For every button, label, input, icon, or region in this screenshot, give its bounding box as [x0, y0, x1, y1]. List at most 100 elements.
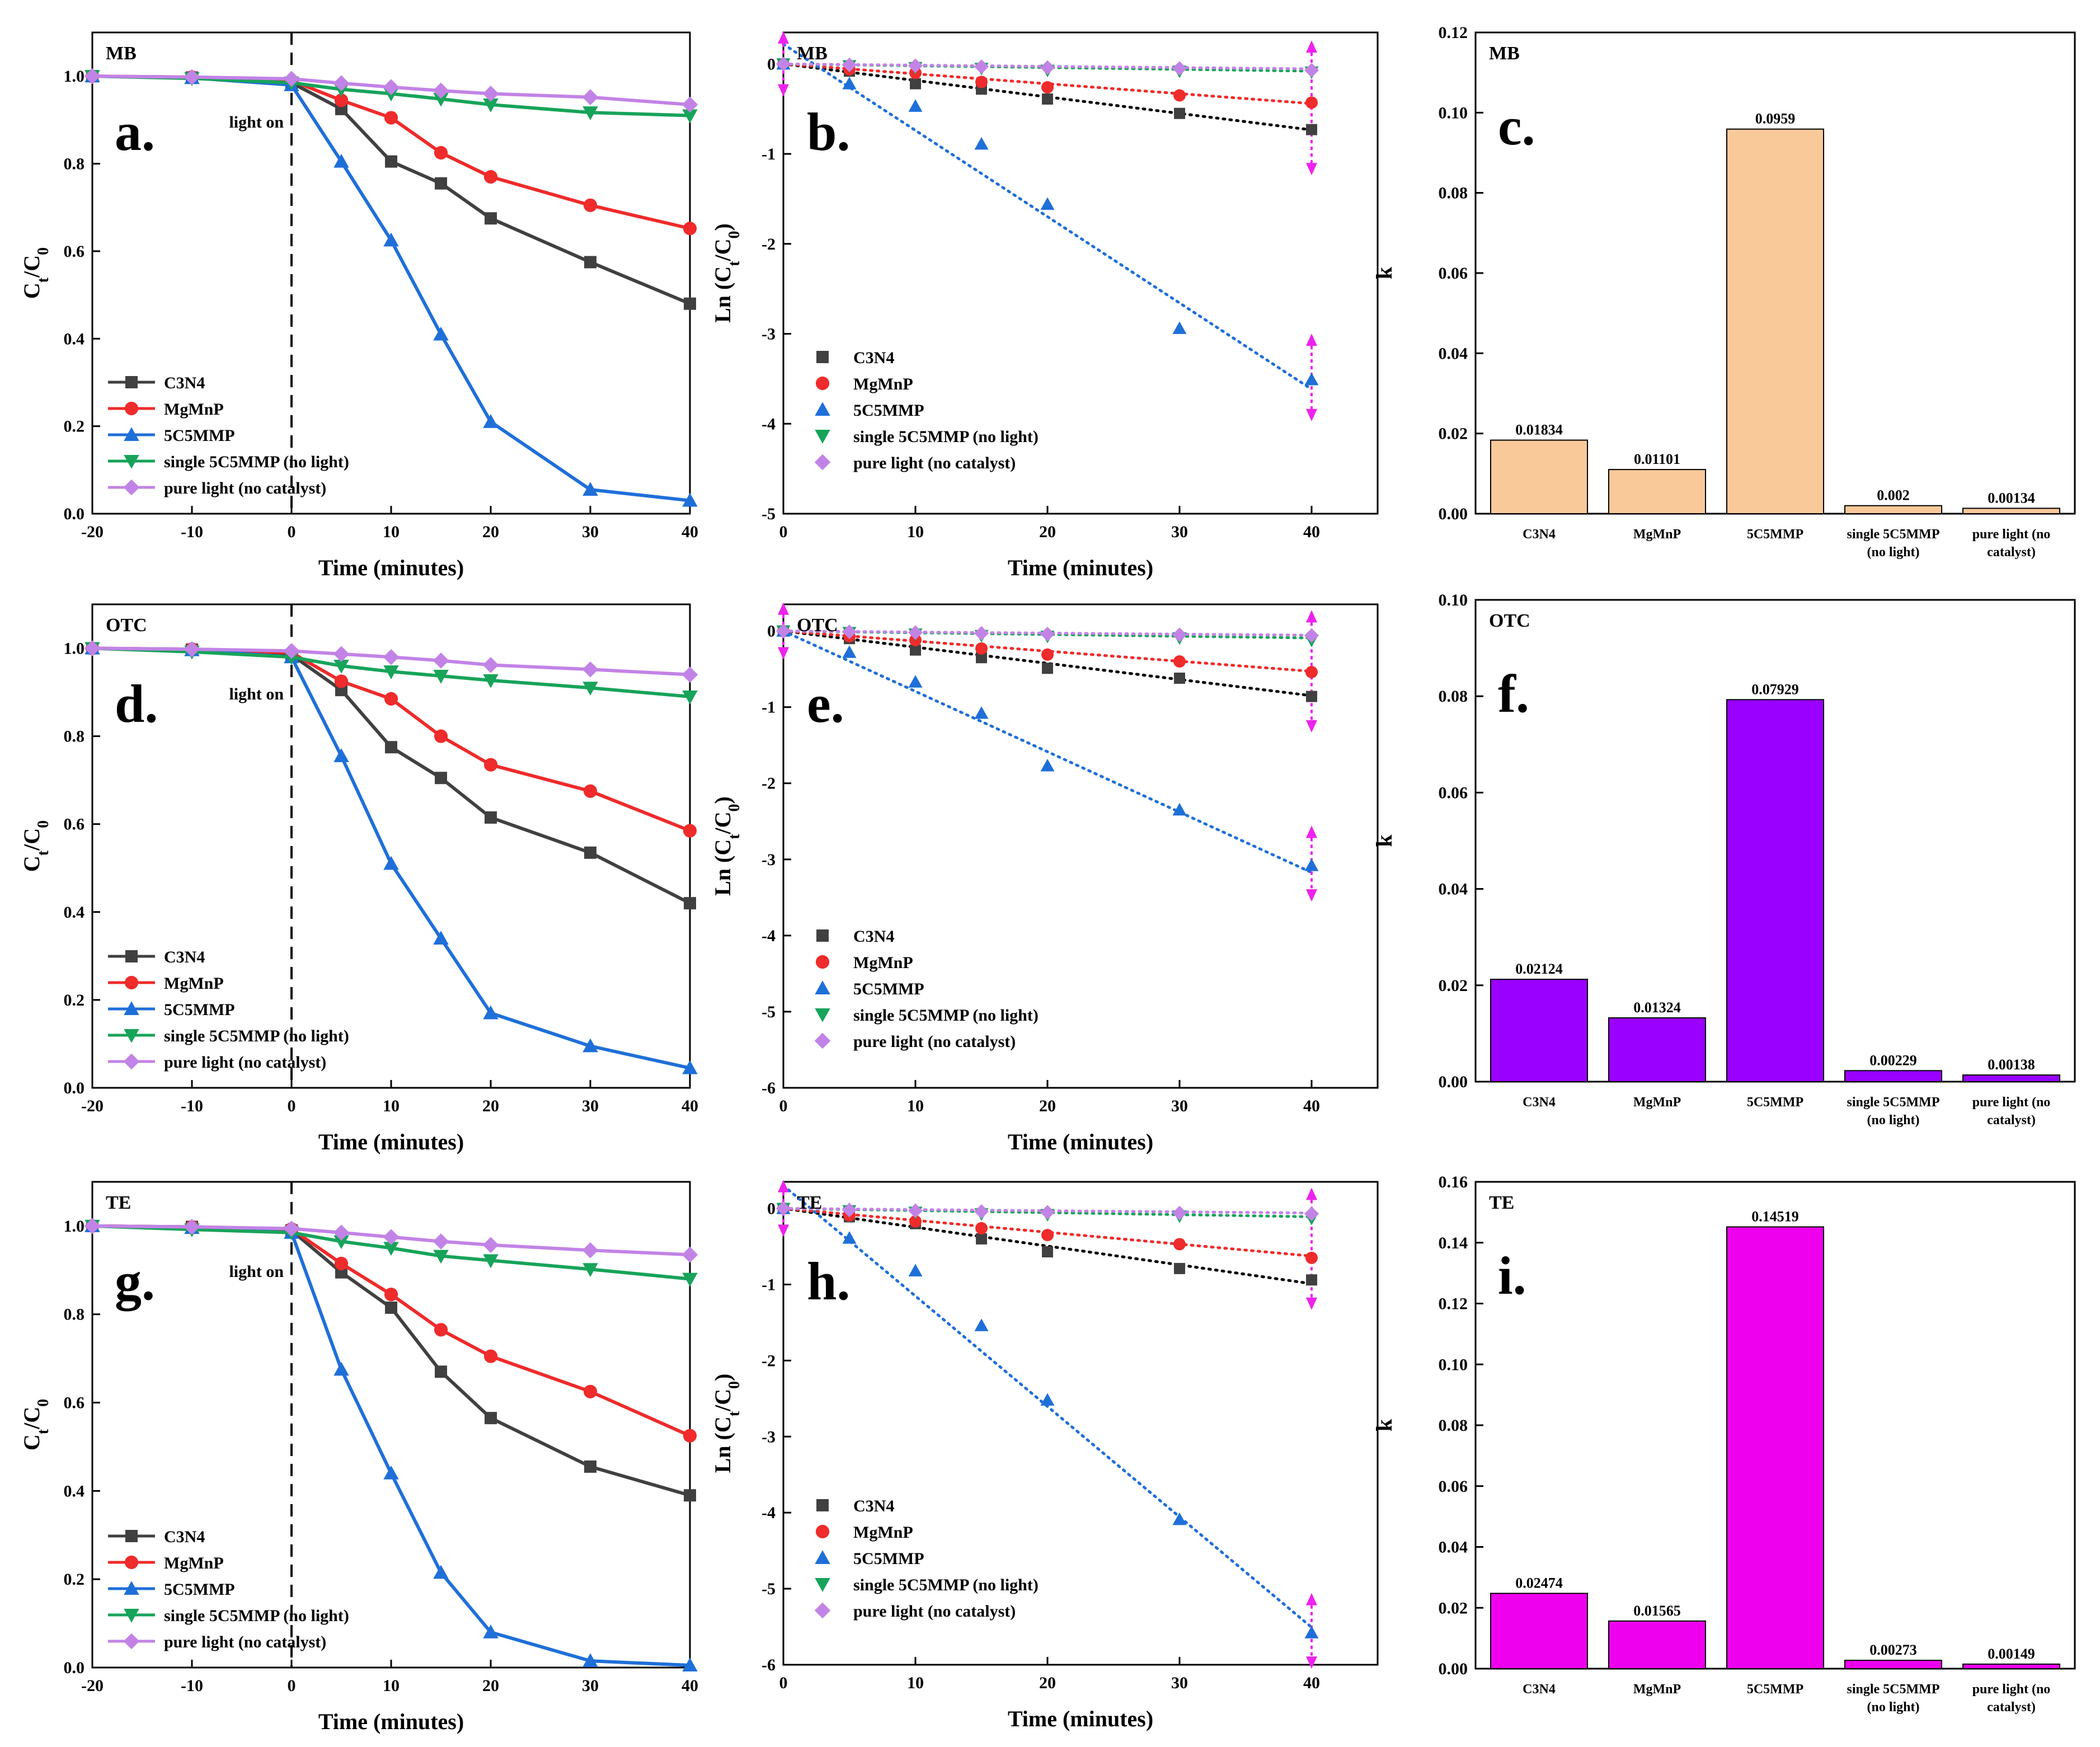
data-point: [482, 1237, 499, 1253]
legend-marker: [123, 1053, 140, 1070]
data-point: [684, 897, 696, 910]
x-tick-label: 0: [288, 1676, 296, 1695]
x-tick-label: 0: [288, 1097, 296, 1115]
legend-label: pure light (no catalyst): [853, 1602, 1016, 1621]
data-point: [482, 657, 499, 673]
light-on-label: light on: [229, 685, 284, 703]
x-tick-label: 0: [779, 1674, 788, 1692]
fit-line: [782, 43, 1313, 391]
arrow-head-icon: [1306, 163, 1317, 176]
legend-label: single 5C5MMP (no light): [853, 1576, 1039, 1594]
legend-marker: [124, 1001, 139, 1015]
data-point: [1172, 1512, 1187, 1525]
data-point: [483, 758, 498, 772]
data-point: [1173, 655, 1186, 668]
category-label: MgMnP: [1633, 1682, 1681, 1697]
data-point: [776, 1201, 791, 1216]
data-point: [1042, 93, 1053, 105]
series-4: [84, 68, 698, 113]
data-point: [1304, 372, 1319, 386]
dataset-tag: MB: [797, 43, 828, 64]
y-tick-label: 0.00: [1439, 505, 1468, 523]
legend-label: 5C5MMP: [853, 980, 924, 998]
legend-item: 5C5MMP: [815, 980, 924, 998]
y-axis-title: k: [1371, 266, 1397, 279]
x-tick-label: -10: [181, 1097, 203, 1115]
data-point: [333, 659, 349, 674]
data-point: [776, 623, 791, 638]
data-point: [383, 1229, 400, 1245]
bar-value-label: 0.00273: [1869, 1642, 1917, 1658]
arrow-head-icon: [778, 31, 789, 44]
legend-item: 5C5MMP: [108, 1001, 235, 1019]
data-point: [1040, 627, 1055, 642]
y-tick-label: -1: [762, 145, 776, 163]
panel-letter: e.: [807, 674, 844, 734]
legend-item: MgMnP: [108, 974, 224, 993]
data-point: [1305, 96, 1318, 109]
bar: [1726, 699, 1825, 1082]
bar-value-label: 0.0959: [1755, 111, 1796, 127]
bar: [1844, 1660, 1943, 1669]
x-tick-label: 20: [1039, 523, 1056, 541]
data-point: [184, 641, 200, 658]
bar: [1726, 1226, 1825, 1669]
legend-marker: [124, 427, 139, 441]
panel-letter: f.: [1498, 664, 1529, 724]
data-point: [975, 642, 988, 655]
legend-marker: [124, 455, 139, 469]
fit-line: [782, 630, 1313, 697]
arrow-head-icon: [1306, 334, 1317, 346]
x-tick-label: 30: [1171, 1097, 1188, 1115]
data-point: [683, 222, 697, 236]
y-tick-label: 0.4: [64, 1482, 85, 1500]
y-axis-title: k: [1371, 834, 1397, 847]
category-label: single 5C5MMP: [1847, 1095, 1940, 1110]
data-point: [1040, 1393, 1055, 1406]
y-axis-title: k: [1371, 1419, 1397, 1431]
x-tick-label: 10: [907, 523, 924, 541]
data-point: [1041, 81, 1054, 94]
y-tick-label: -5: [762, 1003, 776, 1021]
legend-label: single 5C5MMP (no light): [164, 1027, 349, 1045]
legend-item: C3N4: [816, 1497, 894, 1515]
y-tick-label: 0.10: [1439, 1355, 1468, 1374]
series-2: [776, 57, 1319, 386]
series-4: [84, 1218, 698, 1263]
y-tick-label: 0.16: [1439, 1173, 1468, 1191]
category-label: pure light (no: [1972, 527, 2051, 542]
bar-value-label: 0.01834: [1515, 422, 1563, 438]
data-point: [842, 1203, 857, 1218]
data-point: [1305, 1251, 1318, 1264]
x-tick-label: 40: [1303, 1097, 1320, 1115]
data-point: [434, 729, 448, 743]
legend-label: pure light (no catalyst): [853, 454, 1016, 472]
x-tick-label: 30: [1171, 523, 1188, 541]
legend-label: C3N4: [164, 374, 205, 392]
legend-label: MgMnP: [164, 400, 224, 419]
data-point: [1040, 60, 1055, 75]
y-tick-label: 0.0: [64, 1659, 85, 1677]
y-axis-title: Ct/C0: [19, 1399, 52, 1450]
y-tick-label: 0.2: [64, 1570, 85, 1589]
legend-item: pure light (no catalyst): [814, 1602, 1016, 1621]
data-point: [84, 640, 101, 656]
legend-label: C3N4: [853, 927, 894, 946]
arrow-head-icon: [1306, 889, 1317, 902]
category-label: catalyst): [1987, 1113, 2036, 1128]
legend-item: single 5C5MMP (no light): [815, 1006, 1039, 1025]
data-point: [908, 1203, 923, 1218]
panel-letter: i.: [1498, 1246, 1526, 1305]
data-point: [584, 846, 596, 859]
data-point: [1173, 1238, 1186, 1251]
legend-item: single 5C5MMP (no light): [108, 1607, 349, 1625]
category-label: 5C5MMP: [1747, 1095, 1803, 1110]
bar-value-label: 0.00134: [1988, 490, 2035, 506]
series-2: [776, 624, 1319, 871]
legend-item: MgMnP: [815, 375, 913, 393]
data-point: [582, 106, 598, 120]
y-tick-label: 0.08: [1439, 1416, 1468, 1435]
legend-marker: [815, 1578, 830, 1592]
data-point: [582, 89, 599, 106]
panel-a: 0.0 0.2 0.4 0.6 0.8 1.0 -20 -10 0 10 20 30 40 Time (m…: [19, 31, 698, 580]
